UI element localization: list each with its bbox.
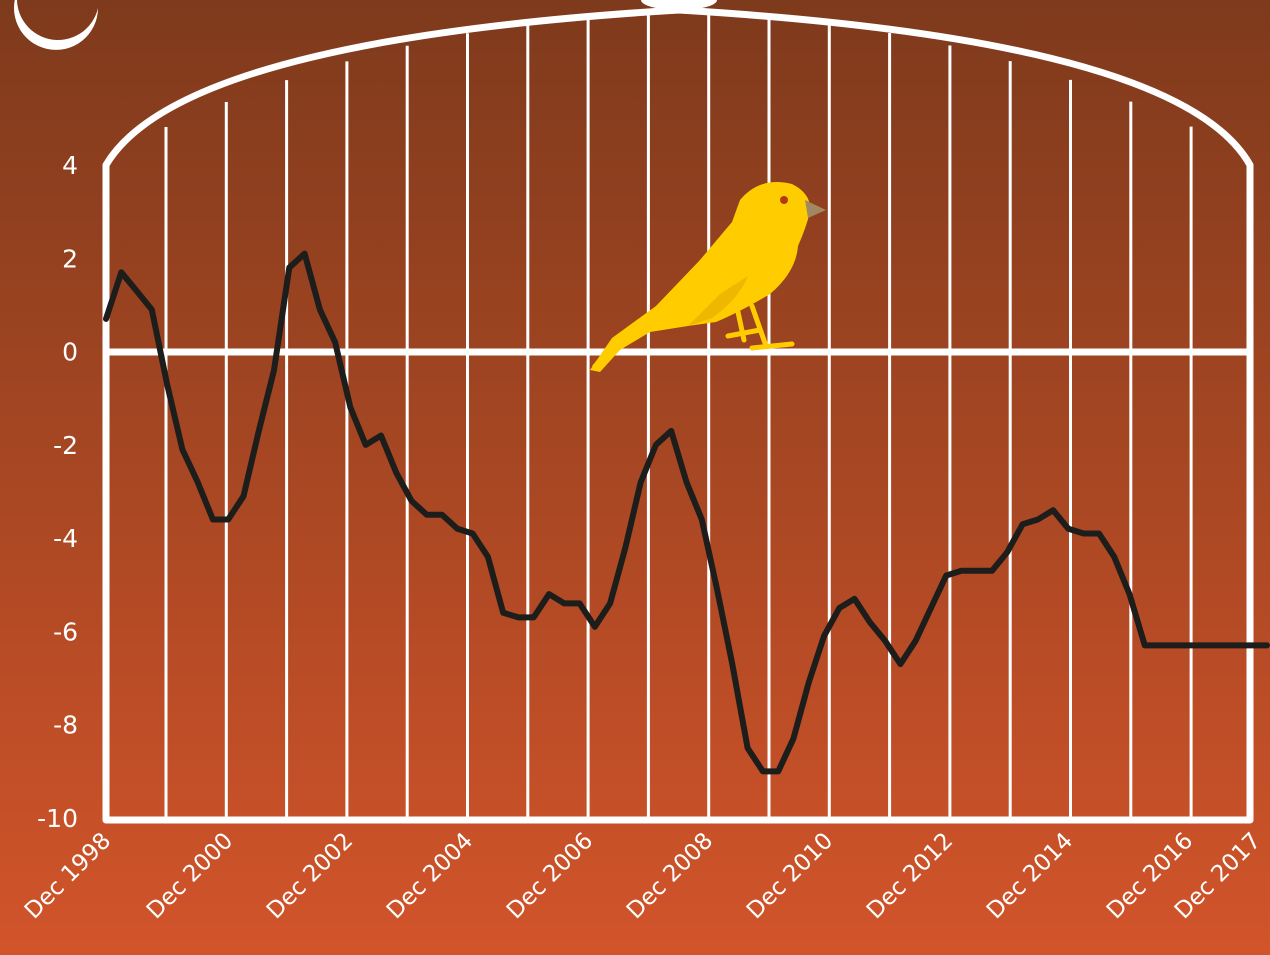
y-tick-label: 2 [62, 244, 78, 273]
cage-hook-icon [641, 0, 717, 10]
y-tick-label: -8 [53, 711, 78, 740]
cage-bars [164, 14, 1193, 818]
series-line [103, 250, 1270, 775]
y-tick-label: -4 [53, 524, 78, 553]
y-tick-label: 4 [62, 151, 78, 180]
y-tick-label: -2 [53, 431, 78, 460]
y-tick-label: 0 [62, 338, 78, 367]
y-tick-label: -6 [53, 617, 78, 646]
y-axis: 4 2 0 -2 -4 -6 -8 -10 [37, 151, 78, 833]
canary-bird-icon [590, 182, 826, 372]
cage-outline [102, 6, 1254, 824]
y-tick-label: -10 [37, 804, 78, 833]
crescent-moon-icon [14, 0, 98, 50]
